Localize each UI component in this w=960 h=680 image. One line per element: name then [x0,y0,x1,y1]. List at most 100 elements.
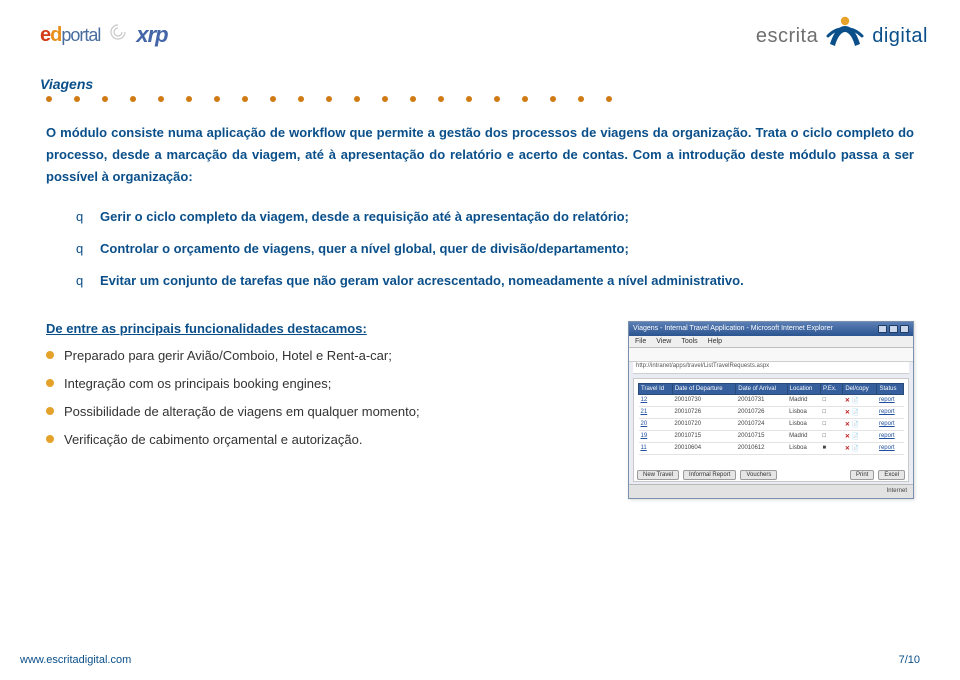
dot [242,96,248,102]
table-cell: Madrid [787,430,820,442]
minimize-icon [878,325,887,333]
table-cell: 20010612 [736,442,787,454]
maximize-icon [889,325,898,333]
table-cell: 20 [639,418,673,430]
copy-icon: 📄 [850,446,859,452]
dot [410,96,416,102]
logo-xrp: xrp [136,22,167,48]
screenshot-button-row: New TravelInformal ReportVouchers Print E… [637,470,905,480]
dot [102,96,108,102]
table-header-cell: P.Ex. [820,383,842,394]
table-cell: ■ [820,442,842,454]
table-cell: 20010726 [672,406,735,418]
travel-table: Travel IdDate of DepartureDate of Arriva… [638,383,904,455]
table-header-cell: Location [787,383,820,394]
dot-separator [40,96,920,102]
table-cell: 21 [639,406,673,418]
table-header-cell: Travel Id [639,383,673,394]
menu-item: File [635,338,646,345]
logo-ed-e: e [40,24,50,46]
close-icon [900,325,909,333]
table-cell: ✕ 📄 [843,430,877,442]
table-cell: 20010724 [736,418,787,430]
logo-left: edportal xrp [40,22,168,48]
table-cell: □ [820,418,842,430]
dot [298,96,304,102]
table-cell: □ [820,430,842,442]
feature-item: Integração com os principais booking eng… [46,374,604,394]
feature-list: Preparado para gerir Avião/Comboio, Hote… [46,346,604,451]
logo-escrita: escrita [756,25,818,48]
table-cell: ✕ 📄 [843,418,877,430]
table-cell: □ [820,394,842,406]
feature-item: Preparado para gerir Avião/Comboio, Hote… [46,346,604,366]
page: edportal xrp escrita digital [0,0,960,680]
page-header: edportal xrp escrita digital [40,16,920,64]
table-header-cell: Date of Departure [672,383,735,394]
dot [578,96,584,102]
dot [606,96,612,102]
footer-page-number: 7/10 [899,654,920,666]
table-cell: report [877,442,904,454]
table-header-cell: Del/copy [843,383,877,394]
dot [522,96,528,102]
table-cell: report [877,406,904,418]
logo-ed-d: d [50,24,61,46]
table-row: 212001072620010726Lisboa□✕ 📄report [639,406,904,418]
table-cell: report [877,418,904,430]
dot [46,96,52,102]
table-cell: 20010715 [736,430,787,442]
intro-paragraph: O módulo consiste numa aplicação de work… [46,122,914,188]
person-icon [824,14,866,58]
window-title: Viagens - Internal Travel Application - … [633,325,833,332]
footer-url: www.escritadigital.com [20,654,131,666]
table-header-cell: Date of Arrival [736,383,787,394]
logo-digital-text: digital [872,25,928,47]
screenshot-body: Travel IdDate of DepartureDate of Arriva… [633,378,909,482]
table-cell: 20010726 [736,406,787,418]
address-bar: http://intranet/apps/travel/ListTravelRe… [633,362,909,374]
logo-edportal: edportal [40,24,100,47]
section-heading: Viagens [40,76,920,102]
table-cell: report [877,394,904,406]
app-screenshot: Viagens - Internal Travel Application - … [628,321,914,499]
dot [158,96,164,102]
table-cell: ✕ 📄 [843,442,877,454]
window-toolbar [629,348,913,362]
logo-digital: digital [872,25,928,48]
swirl-icon [108,22,128,48]
logo-ed-portal: portal [61,25,100,45]
dot [550,96,556,102]
window-statusbar: Internet [629,484,913,498]
table-cell: 20010730 [672,394,735,406]
table-cell: 20010731 [736,394,787,406]
table-cell: 20010715 [672,430,735,442]
table-cell: ✕ 📄 [843,394,877,406]
table-cell: 12 [639,394,673,406]
dot [494,96,500,102]
section-title: Viagens [40,76,920,92]
table-cell: 20010720 [672,418,735,430]
table-cell: Lisboa [787,442,820,454]
table-cell: report [877,430,904,442]
button-group-right: Print Excel [850,470,905,480]
dot [382,96,388,102]
dot [438,96,444,102]
features-block: De entre as principais funcionalidades d… [46,321,604,499]
screenshot-button: New Travel [637,470,679,480]
dot [186,96,192,102]
dot [130,96,136,102]
table-header-row: Travel IdDate of DepartureDate of Arriva… [639,383,904,394]
window-menubar: FileViewToolsHelp [629,336,913,348]
feature-item: Possibilidade de alteração de viagens em… [46,402,604,422]
button-group-left: New TravelInformal ReportVouchers [637,470,777,480]
table-row: 122001073020010731Madrid□✕ 📄report [639,394,904,406]
screenshot-button: Excel [878,470,905,480]
status-text: Internet [887,488,907,494]
dot [354,96,360,102]
screenshot-button: Print [850,470,874,480]
logo-right: escrita digital [756,14,928,58]
capability-item: Controlar o orçamento de viagens, quer a… [76,238,914,260]
table-cell: 11 [639,442,673,454]
capability-item: Evitar um conjunto de tarefas que não ge… [76,270,914,292]
